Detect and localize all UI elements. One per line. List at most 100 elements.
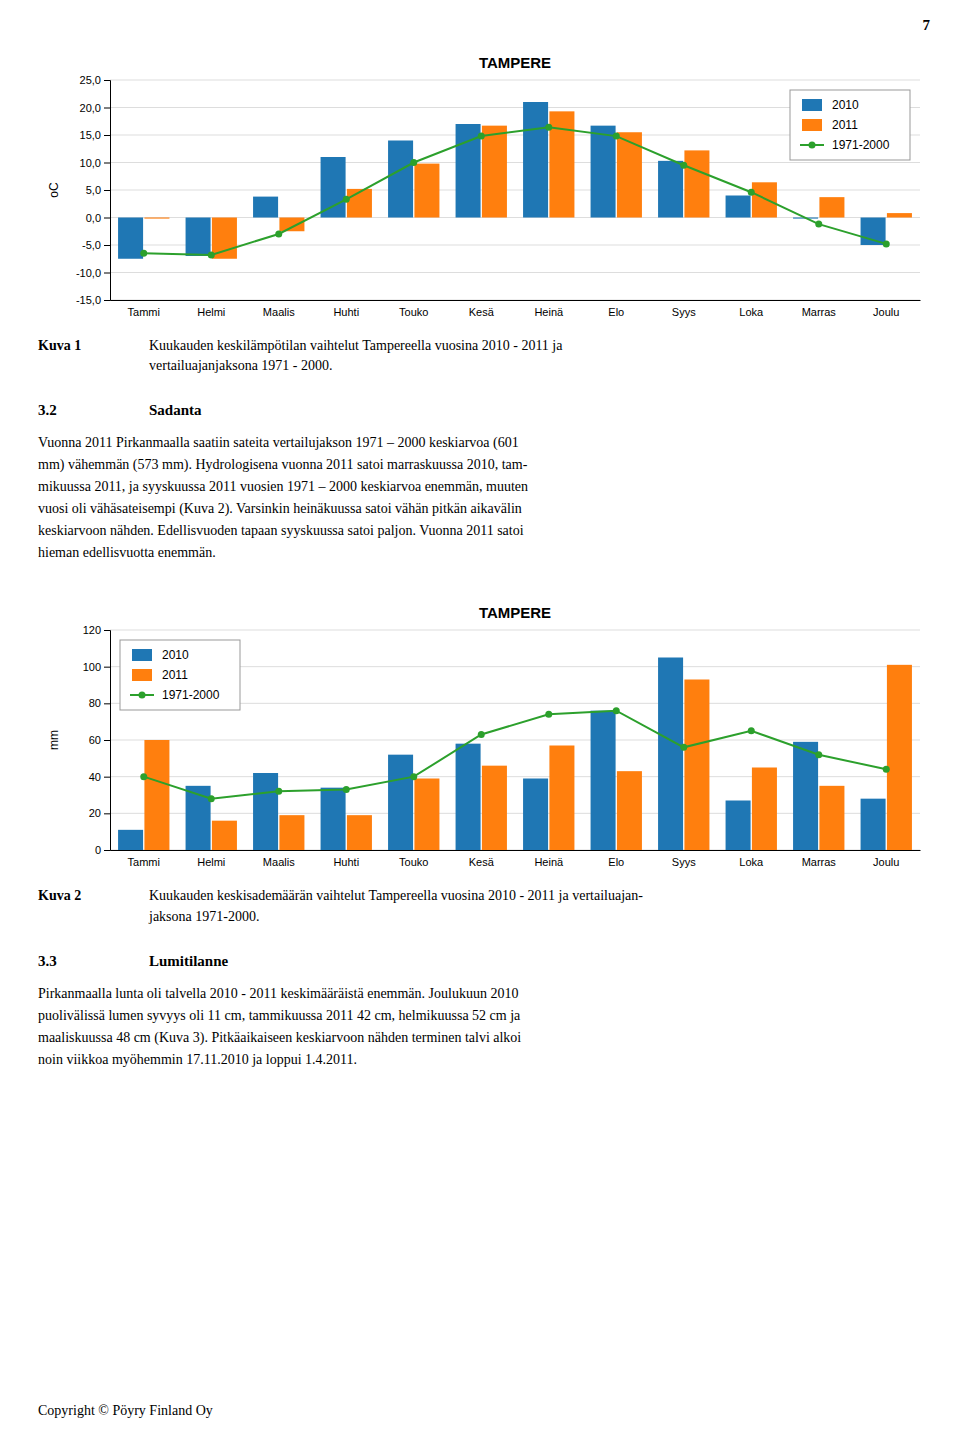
marker — [883, 766, 890, 773]
y-tick-label: 15,0 — [80, 129, 101, 141]
bar — [819, 786, 844, 850]
y-tick-label: 0 — [95, 844, 101, 856]
grid-line — [110, 272, 920, 273]
chart-title: TAMPERE — [479, 54, 551, 71]
marker — [275, 231, 282, 238]
x-tick-label: Touko — [399, 306, 428, 318]
bar — [482, 126, 507, 218]
grid — [110, 80, 920, 300]
bar-series — [118, 102, 886, 259]
markers — [140, 707, 890, 802]
x-tick: Kesä — [469, 850, 495, 868]
x-tick-label: Tammi — [128, 306, 160, 318]
x-tick-label: Tammi — [128, 856, 160, 868]
y-tick-label: 20,0 — [80, 102, 101, 114]
legend-swatch — [802, 119, 822, 131]
legend-swatch — [132, 669, 152, 681]
chart: 020406080100120TammiHelmiMaalisHuhtiTouk… — [47, 604, 921, 868]
y-axis: 020406080100120 — [83, 624, 111, 856]
y-tick-label: 60 — [89, 734, 101, 746]
legend-entry: 2011 — [802, 118, 858, 132]
marker — [613, 707, 620, 714]
legend-label: 1971-2000 — [162, 688, 220, 702]
body-text: maaliskuussa 48 cm (Kuva 3). Pitkäaikais… — [38, 1030, 521, 1046]
bar-series — [144, 665, 912, 850]
x-tick: Huhti — [333, 300, 359, 318]
y-tick: 5,0 — [86, 184, 110, 196]
x-tick-label: Joulu — [873, 856, 899, 868]
body-text: keskiarvoon nähden. Edellisvuoden tapaan… — [38, 523, 524, 538]
x-tick-label: Helmi — [197, 306, 225, 318]
marker — [410, 159, 417, 166]
x-tick: Helmi — [197, 300, 225, 318]
axis-line — [111, 850, 921, 851]
y-tick: 120 — [83, 624, 110, 636]
tick-mark — [104, 777, 110, 778]
marker — [815, 751, 822, 758]
tick-mark — [104, 630, 110, 631]
tick-mark — [104, 80, 110, 81]
x-tick: Tammi — [128, 300, 160, 318]
bar — [118, 218, 143, 259]
x-tick-label: Kesä — [469, 856, 495, 868]
legend-entry: 1971-2000 — [130, 688, 220, 702]
bar — [726, 801, 751, 851]
bar — [347, 815, 372, 850]
x-tick-label: Maalis — [263, 856, 295, 868]
body-text: hieman edellisvuotta enemmän. — [38, 545, 216, 560]
tick-mark — [104, 667, 110, 668]
marker — [140, 250, 147, 257]
tick-mark — [104, 218, 110, 219]
bar — [887, 213, 912, 217]
tick-mark — [104, 850, 110, 851]
y-tick: 80 — [89, 697, 110, 709]
y-tick-label: 100 — [83, 661, 101, 673]
bar — [321, 788, 346, 850]
x-axis: TammiHelmiMaalisHuhtiToukoKesäHeinäEloSy… — [111, 850, 921, 868]
bar — [726, 196, 751, 218]
legend-label: 2011 — [832, 118, 858, 132]
bar — [388, 141, 413, 218]
marker — [680, 744, 687, 751]
legend-marker — [809, 142, 816, 149]
bar — [253, 197, 278, 218]
tick-mark — [104, 245, 110, 246]
y-axis-title: oC — [47, 182, 61, 198]
bar — [388, 755, 413, 850]
x-tick-label: Touko — [399, 856, 428, 868]
x-tick-label: Maalis — [263, 306, 295, 318]
marker — [208, 795, 215, 802]
legend-entry: 2010 — [802, 98, 859, 112]
y-tick-label: 0,0 — [86, 212, 101, 224]
x-tick: Maalis — [263, 850, 295, 868]
grid — [110, 630, 920, 850]
bar — [591, 126, 616, 218]
section-number: 3.2 — [38, 402, 57, 418]
x-tick: Loka — [739, 850, 764, 868]
bar — [321, 157, 346, 218]
bar — [887, 665, 912, 850]
bar — [144, 740, 169, 850]
body-text: puolivälissä lumen syvyys oli 11 cm, tam… — [38, 1008, 521, 1023]
legend: 2010 2011 1971-2000 — [790, 90, 910, 160]
y-tick: 60 — [89, 734, 110, 746]
legend-label: 2011 — [162, 668, 188, 682]
legend-label: 1971-2000 — [832, 138, 890, 152]
bar — [591, 711, 616, 850]
markers — [140, 124, 890, 259]
y-tick-label: 5,0 — [86, 184, 101, 196]
y-tick: 20 — [89, 807, 110, 819]
grid-line — [110, 190, 920, 191]
marker — [883, 240, 890, 247]
grid-line — [110, 80, 920, 81]
y-axis-title: mm — [47, 730, 61, 750]
chart: -15,0-10,0-5,00,05,010,015,020,025,0Tamm… — [47, 54, 921, 318]
x-tick: Kesä — [469, 300, 495, 318]
bar — [414, 164, 439, 218]
bar — [253, 773, 278, 850]
bar — [279, 218, 304, 232]
x-axis: TammiHelmiMaalisHuhtiToukoKesäHeinäEloSy… — [111, 300, 921, 318]
x-tick: Elo — [608, 850, 624, 868]
x-tick-label: Loka — [739, 306, 764, 318]
bar — [684, 150, 709, 217]
